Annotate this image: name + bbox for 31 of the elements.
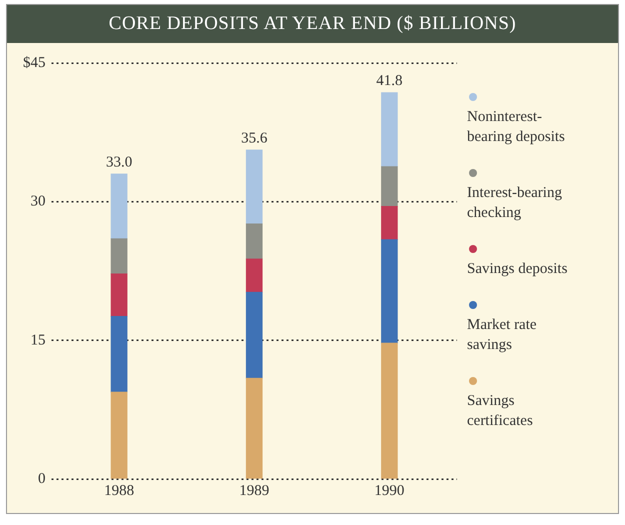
- bar: [110, 238, 128, 274]
- bar: [246, 258, 263, 293]
- bar: [246, 150, 263, 224]
- total-label: 35.6: [241, 130, 268, 146]
- bar: [381, 166, 398, 207]
- y-tick-label: $45: [23, 54, 46, 71]
- bar: [381, 342, 398, 479]
- x-tick-label: 1990: [374, 482, 404, 499]
- y-tick-label: 15: [30, 332, 46, 348]
- bar: [381, 206, 398, 240]
- bar: [110, 273, 128, 317]
- bar: [246, 378, 263, 479]
- bar: [381, 92, 398, 167]
- x-tick-label: 1989: [239, 482, 270, 499]
- x-tick-label: 1988: [104, 482, 134, 499]
- bar: [246, 224, 263, 260]
- legend-label: Noninterest-bearing deposits: [467, 108, 566, 147]
- legend-label: Market rate savings: [467, 316, 538, 355]
- legend-label: Savings deposits: [467, 260, 568, 279]
- bar: [110, 316, 128, 392]
- bar: [110, 174, 128, 239]
- bar: [381, 239, 398, 344]
- legend-label: Savings certificates: [467, 392, 534, 431]
- y-tick-label: 30: [30, 194, 46, 210]
- bar: [246, 292, 263, 379]
- total-label: 33.0: [106, 154, 132, 170]
- total-label: 41.8: [376, 73, 403, 90]
- bar: [110, 392, 128, 479]
- chart-title: CORE DEPOSITS AT YEAR END ($ BILLIONS): [7, 5, 618, 43]
- legend-label: Interest-bearing checking: [467, 184, 563, 223]
- y-tick-label: 0: [38, 470, 46, 487]
